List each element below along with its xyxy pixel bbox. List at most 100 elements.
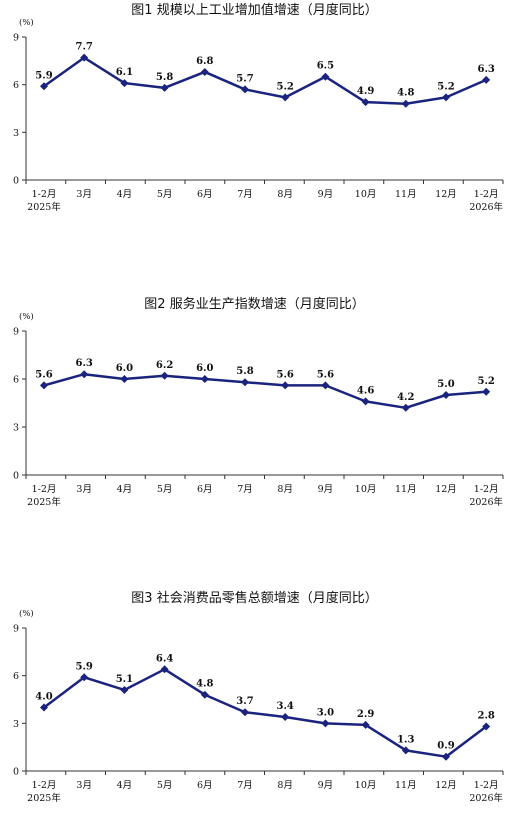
data-label: 7.7 (75, 42, 92, 53)
data-label: 5.2 (477, 376, 494, 387)
data-label: 6.3 (75, 358, 92, 369)
data-label: 6.0 (116, 363, 133, 374)
x-tick-sublabel: 2026年 (469, 201, 503, 213)
data-point (120, 685, 129, 694)
x-tick-label: 12月 (435, 780, 457, 791)
data-point (401, 99, 410, 108)
x-tick-sublabel: 2026年 (469, 496, 503, 508)
data-point (200, 690, 209, 699)
y-axis-unit: (%) (19, 608, 34, 619)
x-tick-label: 9月 (318, 189, 334, 200)
data-label: 4.8 (196, 679, 213, 690)
data-point (281, 712, 290, 721)
x-tick-label: 4月 (117, 780, 133, 791)
x-tick-label: 5月 (157, 780, 173, 791)
data-point (40, 381, 48, 390)
y-tick-label: 6 (13, 80, 19, 91)
data-label: 6.0 (196, 363, 213, 374)
y-tick-label: 6 (13, 375, 19, 386)
x-tick-label: 10月 (355, 484, 377, 495)
series-line (43, 372, 487, 410)
data-label: 5.6 (276, 369, 293, 380)
x-tick-sublabel: 2025年 (27, 201, 61, 213)
data-label: 5.2 (276, 81, 293, 92)
data-point (361, 397, 370, 406)
data-label: 5.2 (437, 81, 454, 92)
data-label: 6.3 (477, 64, 494, 75)
x-tick-label: 3月 (76, 780, 92, 791)
data-label: 6.1 (116, 67, 133, 78)
x-tick-label: 1-2月 (32, 780, 57, 791)
x-tick-sublabel: 2025年 (27, 496, 61, 508)
data-point (200, 375, 209, 383)
x-tick-label: 8月 (277, 189, 293, 200)
y-tick-label: 9 (13, 327, 19, 338)
y-tick-label: 3 (13, 719, 19, 730)
x-tick-label: 1-2月 (474, 484, 499, 495)
data-label: 3.4 (276, 701, 293, 712)
data-point (120, 79, 129, 88)
data-point (40, 82, 48, 91)
y-tick-label: 9 (13, 624, 19, 635)
data-label: 1.3 (397, 734, 414, 745)
data-label: 4.0 (35, 691, 52, 702)
data-point (200, 67, 209, 76)
data-point (321, 719, 330, 728)
x-tick-label: 11月 (395, 484, 417, 495)
chart-title: 图3 社会消费品零售总额增速（月度同比） (131, 590, 377, 606)
data-label: 5.9 (75, 661, 92, 672)
x-tick-label: 9月 (318, 780, 334, 791)
y-tick-label: 6 (13, 671, 19, 682)
data-point (160, 83, 169, 92)
data-label: 4.8 (397, 88, 414, 99)
data-label: 6.2 (156, 360, 173, 371)
x-tick-label: 4月 (117, 189, 133, 200)
data-label: 5.0 (437, 379, 454, 390)
data-point (80, 370, 89, 379)
data-label: 3.7 (236, 696, 253, 707)
data-point (321, 381, 330, 390)
x-tick-label: 1-2月 (32, 189, 57, 200)
y-tick-label: 3 (13, 423, 19, 434)
data-label: 3.0 (317, 707, 334, 718)
data-point (80, 53, 89, 62)
chart-title: 图2 服务业生产指数增速（月度同比） (144, 296, 364, 312)
x-tick-label: 3月 (76, 189, 92, 200)
x-tick-label: 10月 (355, 780, 377, 791)
data-point (482, 75, 491, 84)
data-point (160, 665, 169, 674)
data-point (281, 381, 290, 390)
chart-title: 图1 规模以上工业增加值增速（月度同比） (131, 2, 377, 18)
data-point (442, 391, 450, 399)
x-tick-label: 6月 (197, 484, 213, 495)
data-point (40, 703, 48, 712)
x-tick-label: 10月 (355, 189, 377, 200)
data-label: 4.2 (397, 392, 414, 403)
data-point (241, 85, 249, 94)
data-label: 0.9 (437, 741, 454, 752)
x-tick-label: 7月 (237, 189, 253, 200)
data-point (160, 371, 169, 380)
y-tick-label: 0 (13, 767, 19, 778)
x-tick-sublabel: 2025年 (27, 792, 61, 804)
data-label: 6.4 (156, 653, 173, 664)
data-point (442, 93, 450, 102)
data-label: 5.6 (317, 369, 334, 380)
x-tick-label: 7月 (237, 484, 253, 495)
x-tick-label: 9月 (318, 484, 334, 495)
x-tick-label: 5月 (157, 189, 173, 200)
x-tick-label: 8月 (277, 484, 293, 495)
y-tick-label: 0 (13, 176, 19, 187)
x-tick-label: 11月 (395, 189, 417, 200)
data-point (241, 708, 249, 717)
data-point (361, 98, 370, 107)
x-tick-label: 12月 (435, 484, 457, 495)
x-tick-label: 3月 (76, 484, 92, 495)
x-tick-label: 5月 (157, 484, 173, 495)
data-label: 4.6 (357, 385, 374, 396)
data-point (482, 722, 491, 731)
x-tick-label: 1-2月 (474, 189, 499, 200)
